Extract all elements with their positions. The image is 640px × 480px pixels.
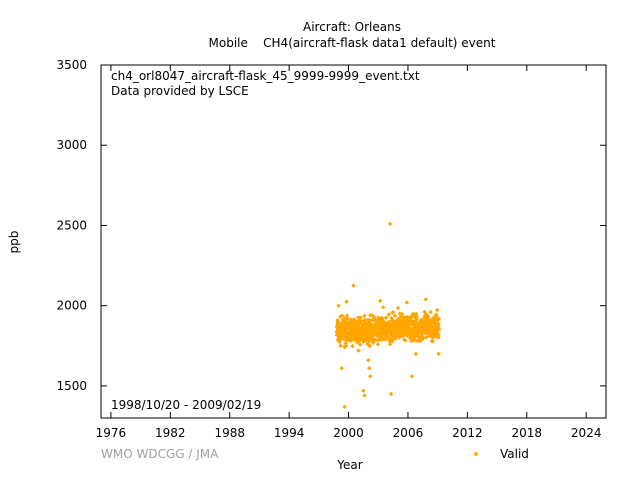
legend-label-valid: Valid [500, 447, 529, 461]
data-points [334, 221, 442, 409]
data-point [357, 342, 363, 347]
data-point [338, 343, 343, 348]
data-point [424, 335, 429, 340]
x-tick-label: 1982 [155, 426, 186, 440]
legend: Valid [473, 447, 529, 461]
plot-frame [100, 64, 607, 419]
y-axis-label: ppb [7, 231, 21, 254]
provider-label: Data provided by LSCE [111, 84, 249, 98]
data-point [358, 315, 363, 321]
data-point-outlier [342, 404, 347, 409]
date-range-label: 1998/10/20 - 2009/02/19 [111, 398, 261, 412]
data-point [362, 313, 367, 319]
x-tick-label: 1988 [214, 426, 245, 440]
y-tick-label: 3500 [56, 58, 87, 72]
data-point-outlier [404, 300, 410, 305]
data-point [421, 335, 426, 341]
data-point [399, 311, 405, 317]
data-point-outlier [378, 298, 383, 304]
watermark: WMO WDCGG / JMA [101, 447, 219, 461]
data-point-outlier [388, 391, 394, 397]
x-tick-label: 1976 [96, 426, 127, 440]
data-point-outlier [409, 374, 415, 379]
data-point-outlier [368, 374, 373, 379]
y-tick-label: 2000 [56, 299, 87, 313]
data-point [344, 338, 349, 343]
x-tick-label: 2000 [333, 426, 364, 440]
x-tick-label: 2006 [393, 426, 424, 440]
data-point-outlier [387, 221, 393, 227]
data-point-outlier [395, 305, 401, 311]
y-tick-label: 2500 [56, 218, 87, 232]
data-point-outlier [381, 305, 386, 310]
data-point [339, 313, 345, 318]
chart-subtitle: Mobile CH4(aircraft-flask data1 default)… [208, 36, 496, 50]
data-point [414, 314, 420, 319]
data-point [372, 315, 377, 320]
data-point [436, 335, 441, 340]
data-point [367, 343, 373, 349]
data-point [335, 317, 340, 323]
data-point-outlier [423, 297, 428, 302]
data-point-outlier [413, 351, 419, 357]
data-point [350, 343, 355, 349]
data-point-outlier [339, 366, 344, 371]
data-point-outlier [390, 309, 396, 315]
data-point [409, 314, 415, 320]
data-point-outlier [366, 358, 371, 363]
data-point [436, 316, 442, 322]
x-tick-label: 2012 [452, 426, 483, 440]
chart-title: Aircraft: Orleans [303, 20, 401, 34]
data-point [375, 342, 381, 347]
data-point-outlier [361, 388, 366, 393]
data-point [436, 321, 441, 326]
data-point [344, 313, 350, 318]
data-point [425, 315, 431, 320]
data-point-outlier [362, 393, 367, 398]
data-point [373, 338, 378, 343]
y-tick-label: 1500 [56, 379, 87, 393]
data-point [403, 338, 408, 343]
x-tick-label: 2018 [512, 426, 543, 440]
data-point [363, 317, 368, 323]
x-tick-label: 1994 [274, 426, 305, 440]
legend-marker-valid [473, 451, 479, 457]
data-point [383, 315, 389, 320]
data-point-outlier [351, 283, 356, 288]
data-point [410, 311, 416, 316]
data-point [435, 307, 440, 313]
data-point-outlier [428, 309, 433, 315]
file-label: ch4_orl8047_aircraft-flask_45_9999-9999_… [111, 69, 420, 83]
axis-ticks: 1976 1982 1988 1994 2000 2006 2012 2018 2024 1500… [56, 58, 606, 440]
data-point-outlier [367, 366, 372, 371]
y-tick-label: 3000 [56, 138, 87, 152]
data-point-outlier [336, 303, 341, 308]
data-point [436, 326, 442, 331]
data-point [414, 316, 419, 322]
data-point-outlier [356, 348, 361, 353]
data-point [343, 343, 349, 348]
data-point [386, 312, 391, 317]
data-point-outlier [436, 351, 441, 357]
data-point-outlier [344, 299, 349, 304]
data-point [392, 313, 398, 318]
x-axis-label: Year [336, 458, 362, 472]
data-point [430, 339, 436, 344]
data-point-outlier [355, 340, 360, 345]
x-tick-label: 2024 [571, 426, 602, 440]
